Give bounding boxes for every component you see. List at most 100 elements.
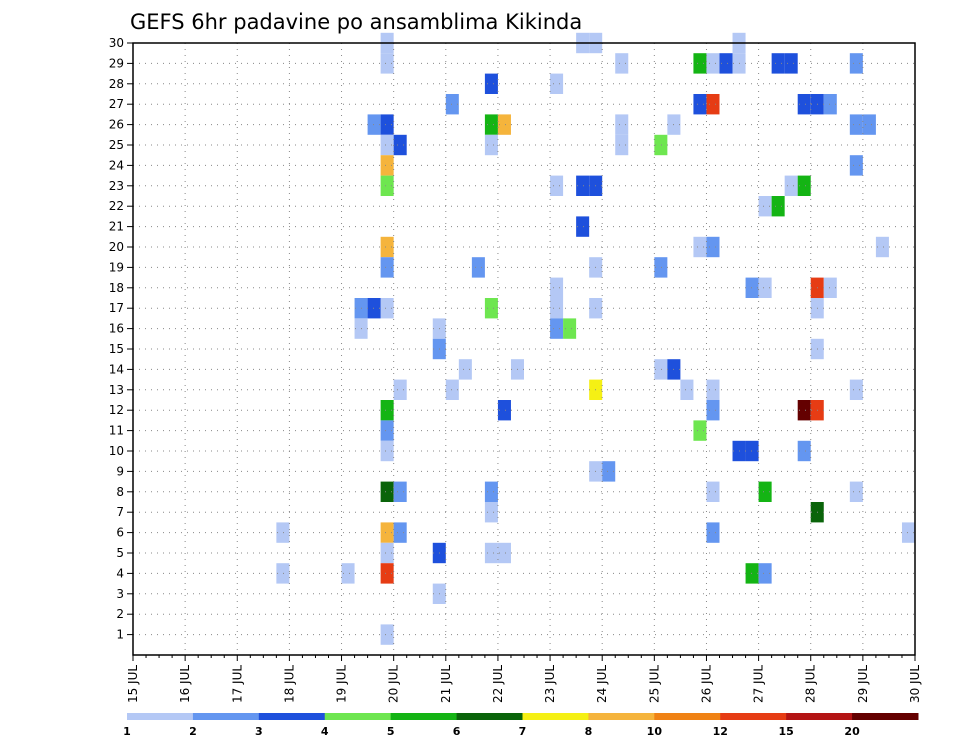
heatmap-cell (497, 114, 511, 135)
heatmap-cell (706, 379, 720, 400)
heatmap-cell (849, 379, 863, 400)
heatmap-cell (380, 542, 394, 564)
heatmap-cell (380, 175, 394, 196)
y-tick-label: 3 (116, 587, 124, 601)
y-tick-label: 23 (109, 179, 124, 193)
heatmap-cell (706, 94, 720, 115)
x-tick-label: 25 JUL (647, 665, 661, 703)
y-tick-label: 21 (109, 220, 124, 234)
colorbar-label: 3 (255, 725, 263, 738)
chart-title: GEFS 6hr padavine po ansamblima Kikinda (130, 10, 582, 34)
y-tick-label: 4 (116, 566, 124, 580)
heatmap-cell (497, 400, 511, 421)
heatmap-cell (693, 420, 707, 441)
y-tick-label: 20 (109, 240, 124, 254)
heatmap-cell (654, 134, 668, 156)
heatmap-cell (445, 94, 459, 115)
heatmap-cell (849, 114, 863, 135)
heatmap-cell (693, 236, 707, 258)
heatmap-cell (484, 114, 498, 135)
heatmap-cell (393, 522, 407, 543)
x-tick-label: 26 JUL (699, 665, 713, 703)
colorbar-label: 12 (713, 725, 728, 738)
heatmap-cell (550, 175, 564, 196)
y-tick-label: 22 (109, 199, 124, 213)
colorbar-label: 2 (189, 725, 197, 738)
heatmap-cell (484, 542, 498, 564)
y-tick-label: 1 (116, 628, 124, 642)
y-tick-label: 17 (109, 301, 124, 315)
y-tick-label: 7 (116, 505, 124, 519)
heatmap-cell (484, 134, 498, 156)
y-tick-label: 12 (109, 403, 124, 417)
heatmap-cell (484, 481, 498, 502)
colorbar-label: 20 (844, 725, 860, 738)
heatmap-cell (380, 134, 394, 156)
heatmap-cell (380, 522, 394, 543)
y-tick-label: 11 (109, 424, 124, 438)
colorbar-segment (127, 713, 194, 720)
heatmap-cell (550, 318, 564, 339)
heatmap-cell (615, 53, 629, 74)
y-tick-label: 2 (116, 607, 124, 621)
heatmap-cell (719, 53, 733, 74)
heatmap-cell (823, 94, 837, 115)
heatmap-cell (380, 236, 394, 258)
heatmap-cell (380, 114, 394, 135)
heatmap-cell (380, 481, 394, 502)
heatmap-cell (797, 94, 811, 115)
x-tick-label: 18 JUL (282, 665, 296, 703)
heatmap-cell (563, 318, 577, 339)
heatmap-cell (380, 420, 394, 441)
x-tick-label: 20 JUL (387, 665, 401, 703)
x-tick-label: 16 JUL (178, 665, 192, 703)
heatmap-cell (875, 236, 889, 258)
colorbar-segment (588, 713, 655, 720)
heatmap-cell (849, 155, 863, 176)
colorbar-segment (192, 713, 260, 720)
heatmap-cell (458, 359, 472, 380)
y-tick-label: 5 (116, 546, 124, 560)
heatmap-cell (862, 114, 876, 135)
x-tick-label: 22 JUL (491, 665, 505, 703)
heatmap-cell (784, 53, 798, 74)
heatmap-cell (797, 175, 811, 196)
heatmap-cell (380, 624, 394, 645)
heatmap-cell (393, 379, 407, 400)
x-axis: 15 JUL 16 JUL 17 JUL 18 JUL 19 JUL 20 JUL 21 J… (126, 655, 922, 703)
y-tick-label: 26 (109, 118, 124, 132)
heatmap-cell (797, 400, 811, 421)
x-tick-label: 21 JUL (439, 665, 453, 703)
colorbar-label: 1 (123, 725, 131, 738)
heatmap-cell (367, 114, 381, 135)
heatmap-cell (758, 277, 772, 298)
y-tick-label: 13 (109, 383, 124, 397)
colorbar-label: 4 (321, 725, 329, 738)
heatmap-cell (380, 563, 394, 584)
heatmap-cell (706, 481, 720, 502)
heatmap-cell (615, 134, 629, 156)
colorbar-label: 10 (647, 725, 663, 738)
heatmap-cell (484, 502, 498, 523)
x-tick-label: 24 JUL (595, 665, 609, 703)
colorbar: 1 2 3 4 5 6 7 8 10 12 15 20 (123, 713, 919, 738)
heatmap-cell (706, 400, 720, 421)
grid-layer (133, 43, 915, 655)
heatmap-cell (380, 53, 394, 74)
x-tick-label: 27 JUL (752, 665, 766, 703)
heatmap-cell (550, 73, 564, 94)
colorbar-label: 5 (387, 725, 395, 738)
heatmap-cell (797, 440, 811, 462)
heatmap-cell (276, 563, 290, 584)
heatmap-cell (849, 53, 863, 74)
heatmap-cell (380, 440, 394, 462)
y-tick-label: 24 (109, 158, 124, 172)
x-tick-label: 28 JUL (804, 665, 818, 703)
heatmap-cell (276, 522, 290, 543)
heatmap-cell (550, 277, 564, 298)
heatmap-cell (380, 257, 394, 278)
y-tick-label: 15 (109, 342, 124, 356)
heatmap-cell (771, 196, 785, 217)
heatmap-cell (615, 114, 629, 135)
colorbar-segment (786, 713, 853, 720)
